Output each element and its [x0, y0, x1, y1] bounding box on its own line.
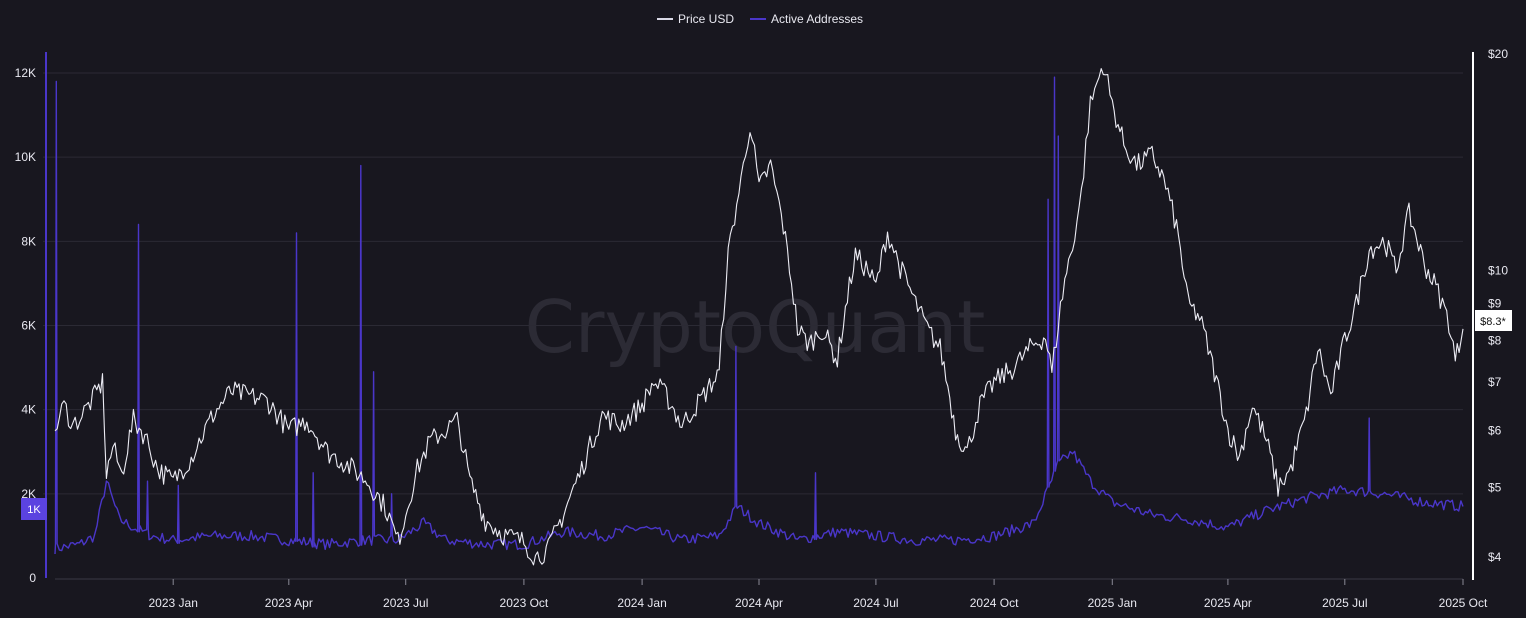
left-axis: 0 2K 4K 6K 8K 10K 12K [15, 52, 47, 585]
x-axis-tick-label: 2025 Jul [1322, 596, 1367, 610]
left-axis-tick-label: 2K [21, 487, 36, 501]
right-axis-tick-label: $7 [1488, 375, 1502, 389]
right-axis-tick-label: $9 [1488, 297, 1502, 311]
right-axis-tick-label: $8 [1488, 333, 1502, 347]
x-axis-tick-label: 2023 Apr [265, 596, 313, 610]
x-axis-tick-label: 2024 Oct [970, 596, 1019, 610]
price-value-badge-bg [1475, 310, 1512, 331]
legend: Price USD Active Addresses [657, 12, 863, 26]
right-axis: $4 $5 $6 $7 $8 $9 $10 $20 [1472, 47, 1508, 580]
right-axis-tick-label: $5 [1488, 480, 1502, 494]
legend-label-price: Price USD [678, 12, 734, 26]
plot-area [54, 68, 1464, 566]
right-axis-tick-label: $4 [1488, 550, 1502, 564]
active-value-badge-label: 1K [27, 504, 41, 516]
price-value-badge: $8.3* [1475, 310, 1512, 331]
x-axis-tick-label: 2023 Oct [500, 596, 549, 610]
left-axis-tick-label: 8K [21, 234, 36, 248]
left-axis-tick-label: 6K [21, 319, 36, 333]
legend-item-active-addresses[interactable]: Active Addresses [750, 12, 863, 26]
legend-label-active-addresses: Active Addresses [771, 12, 863, 26]
active-value-badge: 1K [21, 498, 47, 520]
x-axis: 2023 Jan 2023 Apr 2023 Jul 2023 Oct 2024 Jan… [55, 578, 1488, 610]
series-line-active-addresses [54, 76, 1464, 555]
right-axis-tick-label: $20 [1488, 47, 1508, 61]
left-axis-tick-label: 0 [29, 571, 36, 585]
x-axis-tick-label: 2025 Oct [1439, 596, 1488, 610]
left-axis-tick-label: 4K [21, 403, 36, 417]
series-line-price-usd [54, 68, 1464, 566]
left-axis-tick-label: 10K [15, 150, 36, 164]
legend-swatch-active-addresses [750, 18, 766, 20]
x-axis-tick-label: 2024 Jan [617, 596, 666, 610]
right-axis-tick-label: $6 [1488, 423, 1502, 437]
left-axis-tick-label: 12K [15, 66, 36, 80]
grid [43, 72, 1463, 495]
legend-item-price[interactable]: Price USD [657, 12, 734, 26]
x-axis-tick-label: 2025 Apr [1204, 596, 1252, 610]
x-axis-tick-label: 2024 Apr [735, 596, 783, 610]
x-axis-tick-label: 2023 Jan [148, 596, 197, 610]
x-axis-tick-label: 2025 Jan [1088, 596, 1137, 610]
legend-swatch-price [657, 18, 673, 20]
right-axis-tick-label: $10 [1488, 264, 1508, 278]
x-axis-tick-label: 2023 Jul [383, 596, 428, 610]
watermark: CryptoQuant [525, 285, 986, 369]
active-value-badge-bg [21, 498, 47, 520]
price-value-badge-label: $8.3* [1480, 316, 1506, 328]
x-axis-tick-label: 2024 Jul [853, 596, 898, 610]
